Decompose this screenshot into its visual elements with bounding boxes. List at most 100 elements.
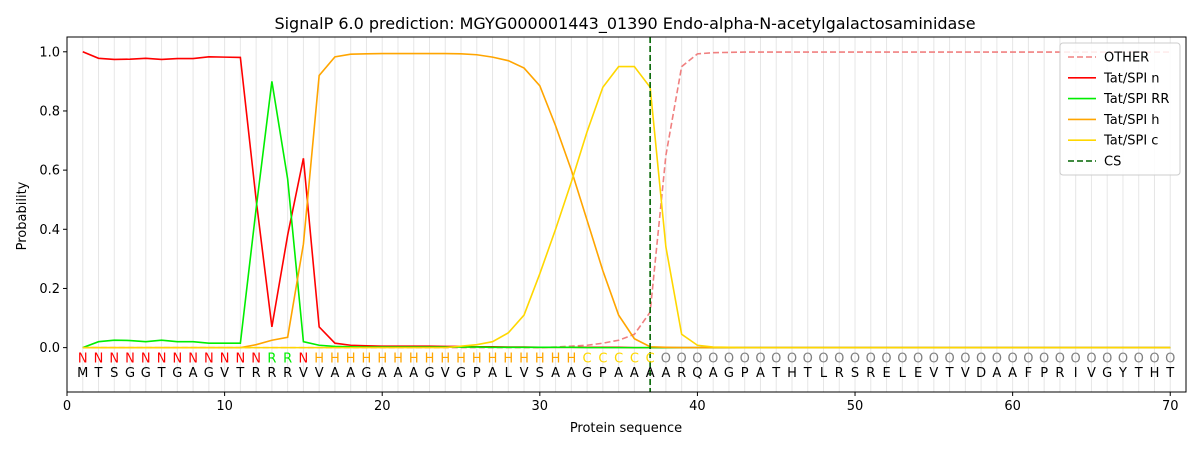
region-label: H [393,351,403,366]
region-label: O [1102,351,1112,366]
x-tick-label: 0 [63,399,71,414]
residue-letter: P [1040,366,1048,381]
residue-letter: A [661,366,670,381]
sequence-annotations: NMNTNSNGNGNTNGNANGNVNTNRRRRRNVHVHAHAHGHA… [77,351,1175,381]
residue-letter: T [157,366,166,381]
residue-letter: A [630,366,639,381]
region-label: R [267,351,276,366]
residue-letter: A [1008,366,1017,381]
residue-letter: G [361,366,371,381]
axes: 0 10 20 30 40 50 60 70 0.0 0.2 0.4 0.6 0.8 1.0 [39,45,1178,414]
region-label: H [551,351,561,366]
residue-letter: V [315,366,324,381]
region-label: N [188,351,198,366]
residue-letter: H [787,366,797,381]
x-tick-label: 30 [532,399,549,414]
region-label: N [220,351,230,366]
chart-title: SignalP 6.0 prediction: MGYG000001443_01… [274,14,975,34]
region-label: N [172,351,182,366]
y-axis-label: Probability [15,181,30,250]
region-label: O [929,351,939,366]
residue-letter: R [835,366,844,381]
x-tick-label: 70 [1162,399,1179,414]
region-label: O [755,351,765,366]
region-label: O [1118,351,1128,366]
residue-letter: V [961,366,970,381]
y-tick-label: 0.6 [39,164,60,179]
region-label: N [251,351,261,366]
residue-letter: E [914,366,922,381]
region-label: H [456,351,466,366]
residue-letter: F [1025,366,1032,381]
residue-letter: R [283,366,292,381]
residue-letter: V [220,366,229,381]
residue-letter: A [394,366,403,381]
region-label: H [377,351,387,366]
y-tick-label: 0.8 [39,104,60,119]
series-line-tat-spi-h [82,52,1171,349]
x-tick-label: 60 [1004,399,1021,414]
x-axis-label: Protein sequence [570,421,682,436]
region-label: O [1008,351,1018,366]
residue-letter: L [820,366,828,381]
region-label: O [960,351,970,366]
residue-letter: R [866,366,875,381]
residue-letter: V [520,366,529,381]
plot-area-frame [66,36,1187,393]
residue-letter: G [172,366,182,381]
legend-entry: Tat/SPI h [1103,113,1160,128]
region-label: H [362,351,372,366]
region-label: H [535,351,545,366]
region-label: O [708,351,718,366]
residue-letter: S [110,366,118,381]
region-label: H [330,351,340,366]
residue-letter: G [424,366,434,381]
region-label: O [677,351,687,366]
region-label: O [1071,351,1081,366]
region-label: O [1023,351,1033,366]
series-line-tat-spi-n [82,51,1171,349]
region-label: O [692,351,702,366]
residue-letter: T [235,366,244,381]
residue-letter: T [1165,366,1174,381]
legend-entry: Tat/SPI c [1103,134,1158,149]
residue-letter: A [567,366,576,381]
region-label: H [425,351,435,366]
legend: OTHER Tat/SPI n Tat/SPI RR Tat/SPI h Tat/SPI… [1059,42,1181,176]
x-tick-label: 50 [847,399,864,414]
residue-letter: G [582,366,592,381]
y-tick-label: 0.4 [39,223,60,238]
residue-letter: A [189,366,198,381]
region-label: N [204,351,214,366]
region-label: C [630,351,639,366]
region-label: O [1149,351,1159,366]
region-label: O [1055,351,1065,366]
y-tick-label: 0.0 [39,341,60,356]
residue-letter: L [505,366,513,381]
residue-letter: H [1150,366,1160,381]
residue-letter: D [976,366,986,381]
residue-letter: G [204,366,214,381]
region-label: O [1086,351,1096,366]
residue-letter: T [94,366,103,381]
residue-letter: M [77,366,88,381]
region-label: H [440,351,450,366]
region-label: O [661,351,671,366]
region-label: H [409,351,419,366]
residue-letter: G [125,366,135,381]
region-label: N [235,351,245,366]
series-line-tat-spi-rr [82,81,1171,349]
residue-letter: G [1102,366,1112,381]
residue-letter: T [1134,366,1143,381]
residue-letter: P [741,366,749,381]
region-label: O [976,351,986,366]
region-label: O [913,351,923,366]
residue-letter: I [1074,366,1078,381]
residue-letter: V [1087,366,1096,381]
residue-letter: A [488,366,497,381]
region-label: O [740,351,750,366]
x-tick-label: 40 [689,399,706,414]
region-label: O [992,351,1002,366]
region-label: O [944,351,954,366]
legend-entry: Tat/SPI RR [1103,92,1169,107]
